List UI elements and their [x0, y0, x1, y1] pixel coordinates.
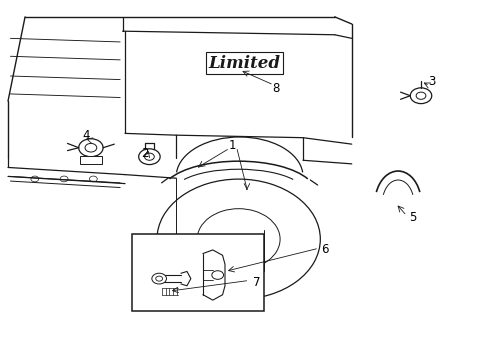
Text: 5: 5 — [408, 211, 416, 224]
Circle shape — [409, 88, 431, 104]
Text: Limited: Limited — [208, 55, 280, 72]
Text: 6: 6 — [321, 243, 328, 256]
Text: 8: 8 — [272, 82, 279, 95]
Text: 3: 3 — [427, 75, 435, 88]
Circle shape — [211, 271, 223, 279]
Text: 1: 1 — [228, 139, 236, 152]
Text: 7: 7 — [252, 276, 260, 289]
Bar — [80, 156, 102, 164]
Text: 2: 2 — [141, 147, 148, 159]
Circle shape — [152, 273, 166, 284]
Bar — [132, 234, 264, 311]
Text: 4: 4 — [82, 129, 90, 142]
Circle shape — [139, 149, 160, 165]
Circle shape — [79, 139, 103, 157]
